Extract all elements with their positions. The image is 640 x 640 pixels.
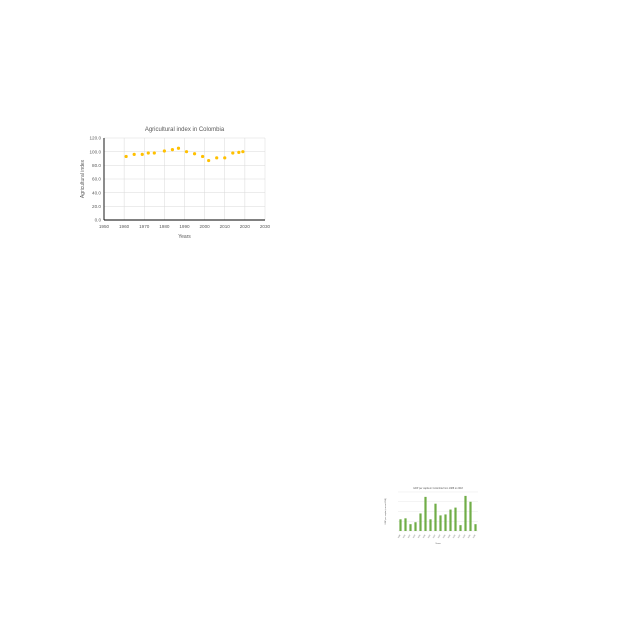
x-axis-label: Years [435,542,441,545]
x-tick-label: 1970 [139,224,150,229]
x-tick-label: 1980 [159,224,170,229]
y-tick-labels: 0.0 20.0 40.0 60.0 80.0 100.0 120.0 [90,136,102,223]
x-axis-label: Years [178,234,191,240]
bar [404,518,407,531]
x-tick-label: 2004 [438,534,442,538]
x-tick-label: 2002 [433,534,437,538]
x-tick-label: 1996 [418,534,422,538]
agricultural-index-chart: Agricultural index in Colombia Years Agr… [78,122,273,244]
x-tick-label: 1994 [413,534,417,538]
y-axis-label: Agricultural index [80,159,86,198]
y-tick-label: 80.0 [92,163,101,168]
data-point [237,150,241,154]
x-tick-label: 1998 [423,534,427,538]
bar [439,515,442,531]
bar [409,524,412,531]
x-tick-label: 2010 [453,534,457,538]
y-tick-label: 120.0 [90,136,102,141]
chart-title: Agricultural index in Colombia [145,127,225,133]
y-tick-label: 60.0 [92,177,101,182]
data-point [192,152,197,156]
bar [459,525,462,531]
bar [464,495,467,531]
x-tick-label: 1960 [119,224,130,229]
bar [434,503,437,531]
bar [454,507,457,531]
x-tick-label: 2008 [448,534,452,538]
data-point [184,150,189,154]
bar [469,501,472,531]
x-tick-label: 1992 [408,534,412,538]
x-tick-label: 2018 [473,534,477,538]
x-tick-label: 2006 [443,534,447,538]
x-tick-label: 1950 [99,224,110,229]
bar [429,519,432,531]
data-point [241,150,245,154]
bar [424,496,427,531]
bars [399,495,477,531]
data-point [162,149,166,153]
bar [399,519,402,531]
agricultural-index-svg: Agricultural index in Colombia Years Agr… [80,127,271,240]
y-tick-label: 0.0 [95,218,102,223]
data-point [201,154,205,159]
x-tick-label: 1990 [403,534,407,538]
y-tick-label: 20.0 [92,204,101,209]
data-point [223,156,227,160]
gdp-per-capita-chart: GDP per capita in Colombia from 1988 to … [382,484,482,546]
y-tick-label: 100.0 [90,149,102,154]
bar [474,524,477,531]
data-point [124,154,128,159]
x-tick-label: 2000 [200,224,211,229]
data-point [140,152,144,156]
x-tick-label: 2030 [260,224,271,229]
x-tick-label: 2020 [240,224,251,229]
gridlines [103,137,266,221]
chart-title: GDP per capita in Colombia from 1988 to … [413,487,463,490]
x-tick-label: 1988 [398,534,402,538]
x-tick-label: 2010 [220,224,231,229]
data-point [146,151,150,155]
data-point [152,151,156,155]
bar [414,522,417,531]
x-tick-label: 2014 [463,534,467,538]
bar [444,514,447,531]
data-points [124,146,245,163]
bar [449,509,452,531]
data-point [176,146,181,150]
x-tick-label: 1990 [179,224,190,229]
data-point [132,152,136,156]
data-point [170,148,175,152]
gdp-per-capita-svg: GDP per capita in Colombia from 1988 to … [384,487,478,545]
x-tick-label: 2000 [428,534,432,538]
x-tick-label: 2016 [468,534,472,538]
data-point [231,151,235,155]
x-tick-labels: 1988 1990 1992 1994 1996 1998 2000 2002 2004 2006… [398,534,477,538]
x-tick-label: 2012 [458,534,462,538]
data-point [215,156,219,160]
bar [419,513,422,531]
y-axis-label: GDP per capita (current US$) [384,498,387,525]
y-tick-label: 40.0 [92,190,101,195]
data-point [207,158,211,163]
x-tick-labels: 1950 1960 1970 1980 1990 2000 2010 2020 2030 [99,224,271,229]
axes [103,138,265,221]
